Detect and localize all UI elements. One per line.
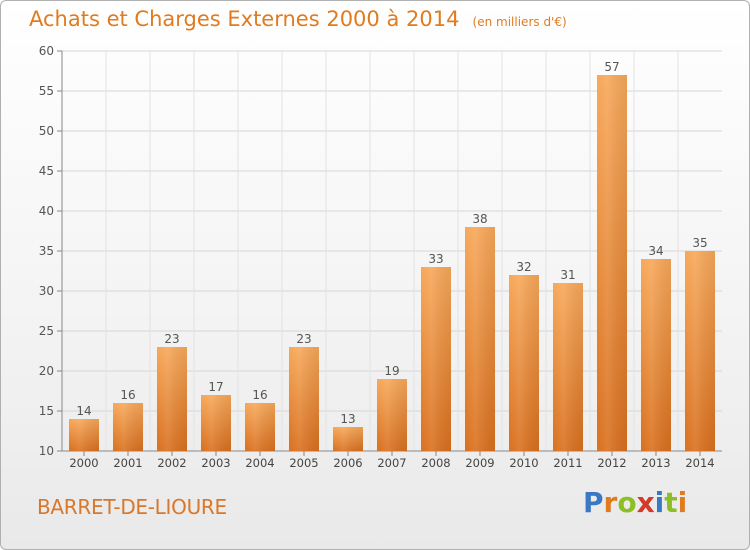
bar-shine: [245, 403, 275, 451]
data-label: 57: [604, 60, 619, 74]
x-tick-label: 2004: [245, 456, 274, 470]
y-tick-label: 55: [39, 84, 54, 98]
x-tick-label: 2010: [509, 456, 538, 470]
bar-shine: [333, 427, 363, 451]
data-label: 23: [164, 332, 179, 346]
x-tick-label: 2014: [685, 456, 714, 470]
bar-shine: [157, 347, 187, 451]
brand-logo: Proxiti: [583, 486, 687, 519]
brand-letter: x: [636, 486, 655, 519]
brand-letter: P: [583, 486, 604, 519]
commune-name: BARRET-DE-LIOURE: [37, 495, 227, 519]
label-layer: 14 2000 16 2001 23 2002 17 2003 16 2004 23 2005 13 20…: [69, 60, 714, 470]
bar-shine: [421, 267, 451, 451]
data-label: 34: [648, 244, 663, 258]
bar-shine: [377, 379, 407, 451]
data-label: 31: [560, 268, 575, 282]
y-tick-label: 20: [39, 364, 54, 378]
data-label: 14: [76, 404, 91, 418]
x-tick-label: 2002: [157, 456, 186, 470]
bar-shine: [289, 347, 319, 451]
x-tick-label: 2005: [289, 456, 318, 470]
x-tick-label: 2001: [113, 456, 142, 470]
y-tick-label: 35: [39, 244, 54, 258]
x-tick-label: 2000: [69, 456, 98, 470]
data-label: 32: [516, 260, 531, 274]
data-label: 13: [340, 412, 355, 426]
y-tick-label: 25: [39, 324, 54, 338]
bar-shine: [553, 283, 583, 451]
data-label: 35: [692, 236, 707, 250]
y-tick-label: 45: [39, 164, 54, 178]
brand-letter: i: [677, 486, 688, 519]
bar-shine: [69, 419, 99, 451]
data-label: 38: [472, 212, 487, 226]
chart-title: Achats et Charges Externes 2000 à 2014: [29, 7, 460, 31]
bar-shine: [201, 395, 231, 451]
x-tick-label: 2009: [465, 456, 494, 470]
data-label: 23: [296, 332, 311, 346]
x-tick-label: 2006: [333, 456, 362, 470]
y-tick-label: 40: [39, 204, 54, 218]
brand-letter: r: [603, 486, 618, 519]
x-tick-label: 2007: [377, 456, 406, 470]
brand-letter: t: [664, 486, 678, 519]
chart-unit: (en milliers d'€): [472, 15, 567, 29]
bar-shine: [685, 251, 715, 451]
bar-shine: [465, 227, 495, 451]
data-label: 16: [252, 388, 267, 402]
x-tick-label: 2013: [641, 456, 670, 470]
brand-letter: o: [617, 486, 637, 519]
data-label: 17: [208, 380, 223, 394]
y-tick-label: 30: [39, 284, 54, 298]
x-tick-label: 2008: [421, 456, 450, 470]
y-tick-label: 50: [39, 124, 54, 138]
y-tick-label: 60: [39, 44, 54, 58]
data-label: 16: [120, 388, 135, 402]
bar-shine: [597, 75, 627, 451]
bar-shine: [509, 275, 539, 451]
data-label: 33: [428, 252, 443, 266]
y-tick-label: 10: [39, 444, 54, 458]
x-tick-label: 2003: [201, 456, 230, 470]
x-tick-label: 2011: [553, 456, 582, 470]
data-label: 19: [384, 364, 399, 378]
x-tick-label: 2012: [597, 456, 626, 470]
title-row: Achats et Charges Externes 2000 à 2014 (…: [29, 7, 567, 31]
bar-shine: [641, 259, 671, 451]
y-tick-label: 15: [39, 404, 54, 418]
brand-letter: i: [654, 486, 665, 519]
bar-shine: [113, 403, 143, 451]
bar-layer: [69, 75, 715, 451]
